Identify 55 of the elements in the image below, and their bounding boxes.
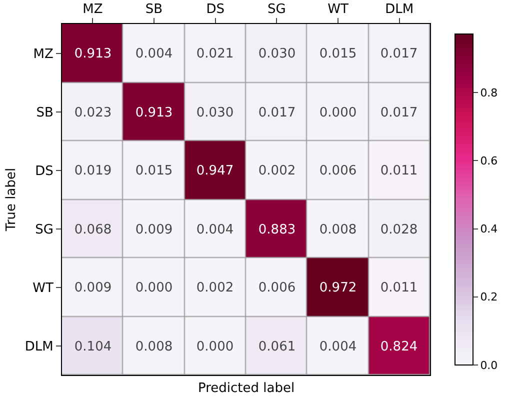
data-label: 0.913 [135, 106, 173, 121]
x-tick-label: DLM [385, 2, 414, 17]
data-label: 0.000 [135, 280, 173, 296]
color-bar-label: 0.0 [480, 358, 498, 372]
y-tick-label: DS [35, 164, 54, 179]
data-label: 0.004 [196, 222, 234, 238]
data-label: 0.913 [74, 46, 112, 62]
x-tick-label: DS [206, 2, 224, 17]
x-axis-title: Predicted label [198, 381, 295, 396]
y-tick-label: WT [32, 280, 54, 296]
data-label: 0.000 [196, 340, 234, 355]
color-bar-label: 0.8 [480, 86, 498, 100]
data-label: 0.017 [380, 46, 418, 62]
color-bar-label: 0.2 [480, 290, 498, 304]
data-label: 0.021 [196, 46, 234, 62]
data-label: 0.002 [258, 164, 296, 179]
x-tick-label: WT [328, 2, 348, 17]
data-label: 0.006 [319, 164, 357, 179]
data-label: 0.009 [74, 280, 112, 296]
data-label: 0.015 [135, 164, 173, 179]
data-label: 0.008 [135, 340, 173, 355]
color-bar-label: 0.6 [480, 154, 498, 168]
data-label: 0.061 [258, 340, 296, 355]
data-label: 0.006 [258, 280, 296, 296]
data-label: 0.824 [380, 340, 418, 355]
y-tick-label: SG [35, 222, 54, 238]
data-label: 0.972 [319, 280, 357, 296]
data-label: 0.017 [258, 106, 296, 121]
data-label: 0.947 [196, 164, 234, 179]
data-label: 0.883 [258, 222, 296, 238]
data-label: 0.011 [380, 280, 418, 296]
data-label: 0.030 [196, 106, 234, 121]
x-tick-label: MZ [82, 2, 103, 17]
data-label: 0.002 [196, 280, 234, 296]
data-label: 0.023 [74, 106, 112, 121]
data-label: 0.017 [380, 106, 418, 121]
y-tick-label: DLM [24, 339, 54, 354]
data-label: 0.028 [380, 222, 418, 238]
data-label: 0.004 [135, 46, 173, 62]
data-label: 0.019 [74, 164, 112, 179]
data-label: 0.030 [258, 46, 296, 62]
data-label: 0.015 [319, 46, 357, 62]
y-tick-label: SB [36, 105, 54, 120]
y-axis-title: True label [4, 168, 19, 232]
data-label: 0.008 [319, 222, 357, 238]
data-label: 0.068 [74, 222, 112, 238]
x-tick-label: SB [145, 2, 163, 17]
data-label: 0.009 [135, 222, 173, 238]
data-label: 0.104 [74, 340, 112, 355]
color-bar-label: 0.4 [480, 222, 498, 236]
y-tick-label: MZ [33, 46, 54, 62]
data-label: 0.011 [380, 164, 418, 179]
data-label: 0.000 [319, 106, 357, 121]
data-label: 0.004 [319, 340, 357, 355]
x-tick-label: SG [268, 2, 286, 17]
